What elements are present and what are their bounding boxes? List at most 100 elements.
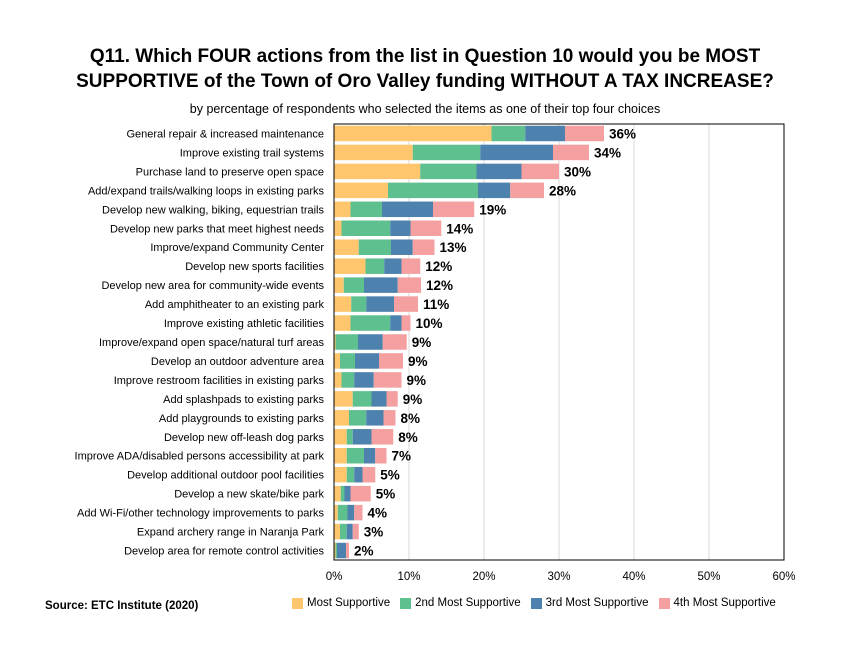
bar-segment-series-3 (390, 220, 411, 237)
source-note: Source: ETC Institute (2020) (45, 600, 199, 612)
x-tick-label: 10% (397, 571, 420, 583)
bar-segment-series-1 (334, 504, 338, 521)
bar-total-label: 5% (376, 487, 396, 502)
x-tick-label: 30% (547, 571, 570, 583)
bar-total-label: 4% (368, 506, 388, 521)
bar-total-label: 12% (425, 259, 452, 274)
bar-segment-series-1 (334, 523, 340, 540)
bar-segment-series-3 (344, 485, 351, 502)
bar-segment-series-4 (412, 239, 435, 255)
bar-segment-series-2 (352, 391, 372, 407)
category-label: Add Wi-Fi/other technology improvements … (77, 508, 324, 520)
bar-segment-series-2 (340, 353, 355, 369)
category-label: Add amphitheater to an existing park (145, 299, 325, 311)
bar-segment-series-1 (334, 296, 352, 312)
bar-segment-series-3 (525, 125, 565, 142)
bar-segment-series-1 (334, 239, 359, 255)
category-label: Improve/expand Community Center (150, 242, 324, 254)
bar-segment-series-4 (379, 353, 403, 369)
x-tick-label: 20% (472, 571, 495, 583)
category-label: Improve restroom facilities in existing … (114, 375, 325, 387)
bar-segment-series-4 (382, 334, 407, 350)
bar-segment-series-3 (366, 410, 384, 426)
bar-segment-series-2 (346, 466, 355, 483)
bar-segment-series-4 (386, 391, 398, 407)
bar-total-label: 3% (364, 525, 384, 540)
legend-item: 4th Most Supportive (658, 597, 776, 609)
category-label: Develop new parks that meet highest need… (110, 223, 325, 235)
category-label: Improve ADA/disabled persons accessibili… (75, 451, 325, 463)
legend-swatch (530, 597, 542, 609)
bar-segment-series-4 (433, 201, 475, 218)
legend-item: Most Supportive (292, 597, 390, 609)
bar-segment-series-3 (352, 429, 372, 445)
bar-segment-series-2 (412, 144, 481, 161)
x-tick-label: 60% (772, 571, 795, 583)
bar-total-label: 8% (398, 430, 418, 445)
bar-segment-series-4 (375, 447, 387, 464)
bar-segment-series-4 (553, 144, 589, 161)
category-label: Improve existing trail systems (180, 147, 325, 159)
bar-segment-series-3 (347, 504, 355, 521)
category-label: Develop new area for community-wide even… (101, 280, 324, 292)
bar-segment-series-2 (340, 485, 345, 502)
bar-segment-series-2 (340, 523, 347, 540)
bar-segment-series-3 (391, 239, 413, 255)
bar-segment-series-1 (334, 258, 366, 274)
bar-segment-series-4 (383, 410, 396, 426)
bar-segment-series-2 (388, 182, 478, 199)
bar-segment-series-4 (565, 125, 604, 142)
category-label: Purchase land to preserve open space (136, 166, 324, 178)
bar-segment-series-1 (334, 201, 351, 218)
bar-total-label: 11% (423, 297, 449, 312)
bar-segment-series-2 (346, 429, 353, 445)
bar-segment-series-4 (401, 258, 421, 274)
bar-segment-series-3 (384, 258, 402, 274)
bar-segment-series-4 (394, 296, 418, 312)
bar-segment-series-2 (365, 258, 385, 274)
legend-label: 4th Most Supportive (673, 597, 776, 609)
bar-segment-series-3 (366, 296, 394, 312)
bar-segment-series-3 (358, 334, 383, 350)
bar-total-label: 8% (401, 411, 421, 426)
bar-total-label: 7% (392, 449, 412, 464)
chart-title: Q11. Which FOUR actions from the list in… (0, 44, 850, 94)
bar-segment-series-4 (397, 277, 421, 293)
bar-segment-series-4 (352, 523, 359, 540)
bar-segment-series-3 (346, 523, 353, 540)
bar-segment-series-3 (355, 353, 379, 369)
bar-segment-series-3 (337, 542, 346, 559)
legend-item: 3rd Most Supportive (530, 597, 649, 609)
bar-segment-series-1 (334, 334, 336, 350)
bar-segment-series-1 (334, 542, 336, 559)
legend-swatch (292, 597, 303, 609)
bar-total-label: 9% (407, 373, 427, 388)
bar-segment-series-4 (350, 485, 371, 502)
legend-item: 2nd Most Supportive (400, 597, 521, 609)
bar-segment-series-1 (334, 372, 342, 388)
chart-title-line-2: SUPPORTIVE of the Town of Oro Valley fun… (76, 71, 774, 92)
bar-segment-series-2 (335, 542, 337, 559)
bar-total-label: 2% (354, 544, 374, 559)
bar-segment-series-2 (341, 220, 391, 237)
bar-segment-series-3 (371, 391, 387, 407)
bar-segment-series-1 (334, 391, 353, 407)
category-label: General repair & increased maintenance (126, 128, 324, 140)
x-tick-label: 50% (697, 571, 720, 583)
bar-total-label: 9% (412, 335, 432, 350)
bar-segment-series-1 (334, 163, 421, 180)
chart-title-line-1: Q11. Which FOUR actions from the list in… (89, 46, 761, 67)
category-label: Develop additional outdoor pool faciliti… (127, 470, 324, 482)
bar-segment-series-1 (334, 315, 351, 331)
x-tick-label: 0% (326, 571, 343, 583)
bar-segment-series-4 (510, 182, 544, 199)
bar-segment-series-1 (334, 466, 347, 483)
legend-label: 2nd Most Supportive (415, 597, 521, 609)
chart-subtitle: by percentage of respondents who selecte… (189, 102, 661, 116)
bar-segment-series-2 (349, 410, 367, 426)
bar-segment-series-1 (334, 182, 388, 199)
bar-segment-series-4 (521, 163, 559, 180)
bar-segment-series-2 (337, 504, 348, 521)
bar-segment-series-3 (382, 201, 433, 218)
